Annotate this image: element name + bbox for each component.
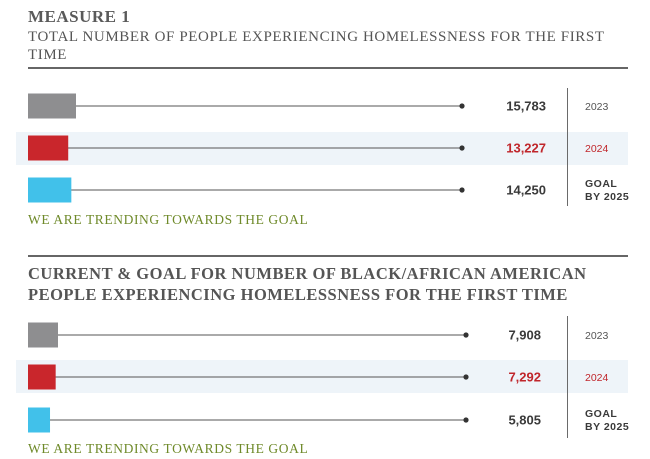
- bar: [28, 322, 58, 348]
- bar: [28, 364, 56, 390]
- value-label: 5,805: [508, 413, 541, 428]
- value-label: 13,227: [506, 141, 546, 156]
- section2-divider: [567, 316, 568, 438]
- category-label: 2023: [585, 330, 609, 342]
- bar: [28, 135, 69, 161]
- section2-trend-note: WE ARE TRENDING TOWARDS THE GOAL: [28, 441, 309, 456]
- section1-divider: [567, 88, 568, 206]
- section2-rule: [28, 255, 628, 257]
- leader-dot: [463, 332, 469, 338]
- category-label: 2023: [585, 101, 609, 113]
- category-label: BY 2025: [585, 421, 629, 433]
- leader-dot: [459, 187, 465, 193]
- value-label: 15,783: [506, 99, 546, 114]
- category-label: 2024: [585, 143, 609, 155]
- category-label: GOAL: [585, 178, 617, 190]
- section1-rule: [28, 67, 628, 69]
- bar: [28, 407, 51, 433]
- section1-trend-note: WE ARE TRENDING TOWARDS THE GOAL: [28, 212, 309, 227]
- leader-dot: [463, 374, 469, 380]
- value-label: 7,292: [508, 370, 541, 385]
- category-label: BY 2025: [585, 191, 629, 203]
- bar: [28, 93, 76, 119]
- value-label: 14,250: [506, 183, 546, 198]
- leader-dot: [463, 417, 469, 423]
- leader-dot: [459, 103, 465, 109]
- category-label: 2024: [585, 372, 609, 384]
- leader-dot: [459, 145, 465, 151]
- section2-title: CURRENT & GOAL FOR NUMBER OF BLACK/AFRIC…: [28, 264, 587, 304]
- category-label: GOAL: [585, 408, 617, 420]
- bar: [28, 177, 72, 203]
- measure-subtitle: TOTAL NUMBER OF PEOPLE EXPERIENCING HOME…: [28, 29, 605, 63]
- value-label: 7,908: [508, 328, 541, 343]
- measure-title: MEASURE 1: [28, 7, 131, 26]
